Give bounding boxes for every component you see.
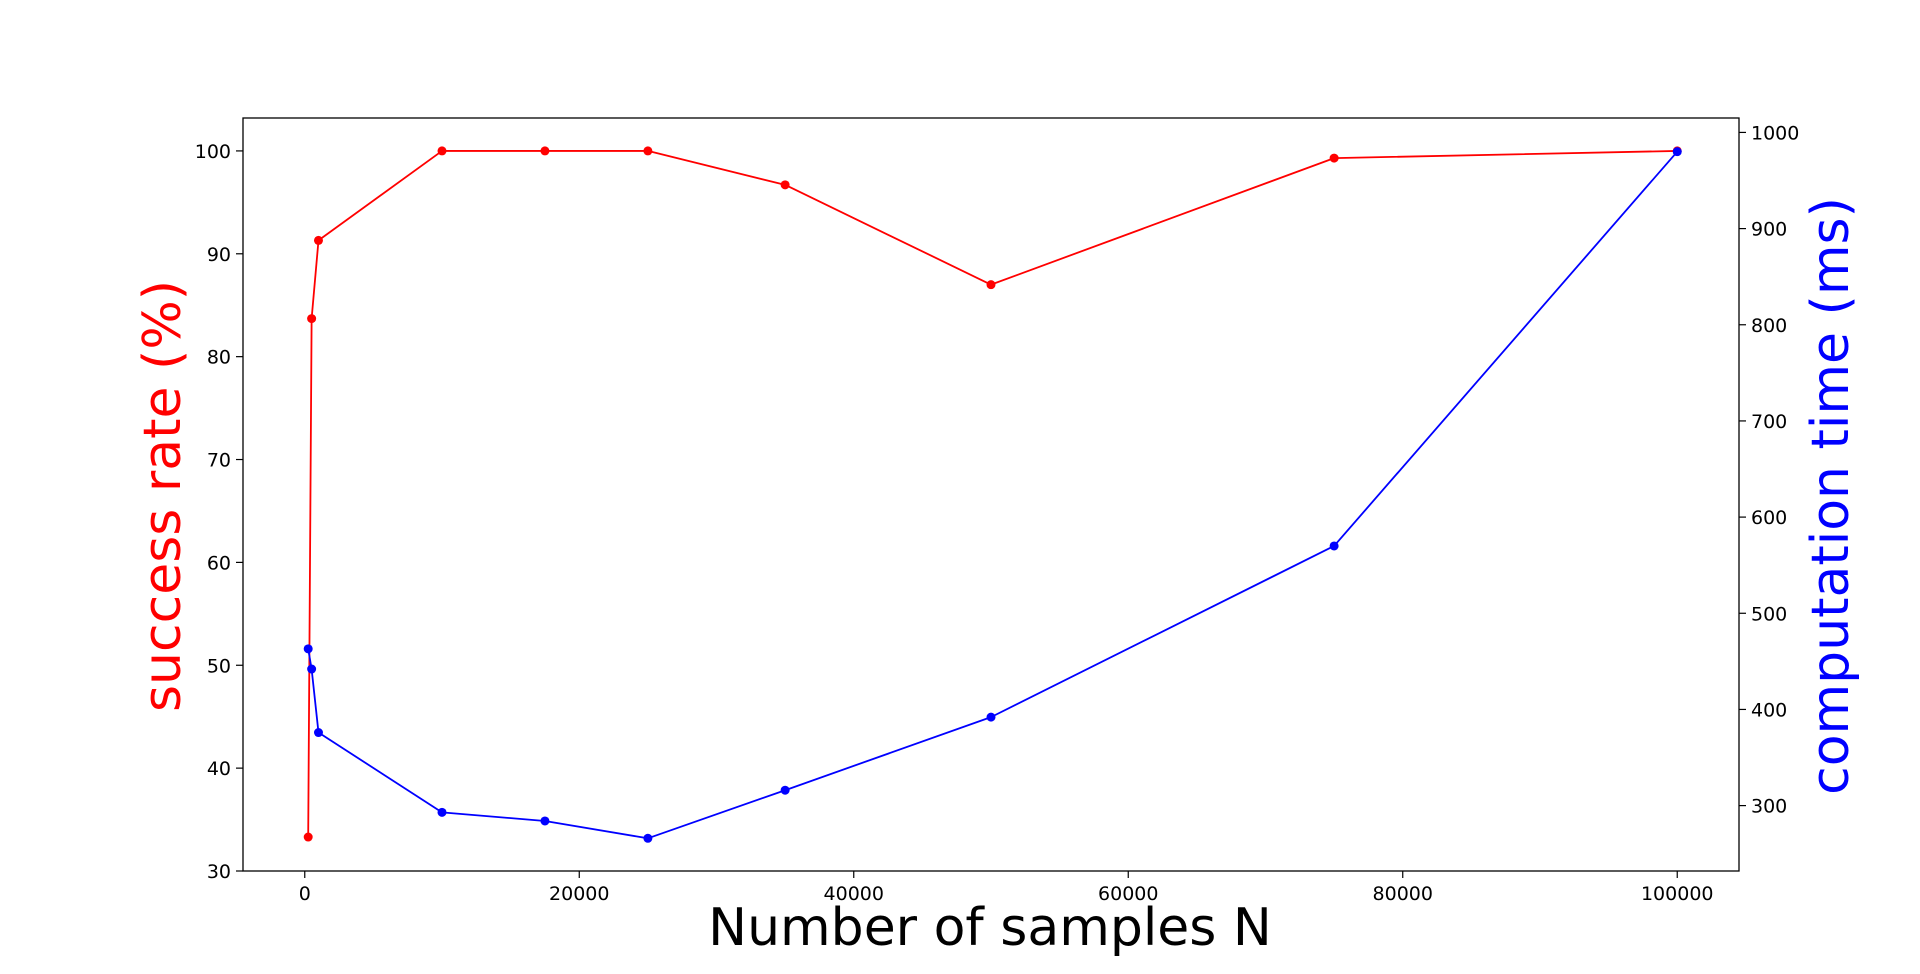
data-point	[303, 644, 313, 654]
y-right-tick-label: 1000	[1751, 122, 1799, 144]
y-left-tick-label: 90	[207, 244, 231, 266]
y-left-tick-label: 40	[207, 758, 231, 780]
series-computation-time	[303, 147, 1682, 843]
series-line	[307, 151, 1678, 840]
y-axis-label-left: success rate (%)	[133, 280, 193, 712]
y-left-tick-label: 70	[207, 450, 231, 472]
x-axis-label: Number of samples N	[708, 898, 1272, 958]
series-layer	[303, 146, 1682, 843]
data-point	[437, 807, 447, 817]
x-tick-label: 0	[299, 883, 311, 905]
series-line	[307, 150, 1678, 838]
y-right-tick-label: 400	[1751, 699, 1787, 721]
series-success-rate	[303, 146, 1682, 842]
y-right-tick-label: 500	[1751, 603, 1787, 625]
x-tick-label: 40000	[824, 883, 884, 905]
x-tick-label: 60000	[1098, 883, 1158, 905]
data-point	[780, 785, 790, 795]
data-point	[643, 833, 653, 843]
data-point	[313, 728, 323, 738]
y-axis-right: 300 400 500 600 700 800 900 1000	[1739, 122, 1799, 818]
data-point	[303, 832, 313, 842]
data-point	[307, 664, 317, 674]
y-right-tick-label: 600	[1751, 507, 1787, 529]
data-point	[540, 816, 550, 826]
x-axis: 0 20000 40000 60000 80000 100000	[299, 871, 1714, 905]
plot-frame	[242, 117, 1740, 872]
y-right-tick-label: 800	[1751, 315, 1787, 337]
data-point	[986, 280, 996, 290]
data-point	[1672, 147, 1682, 157]
data-point	[986, 712, 996, 722]
data-point	[307, 314, 317, 324]
x-tick-label: 80000	[1373, 883, 1433, 905]
y-left-tick-label: 60	[207, 552, 231, 574]
y-left-tick-label: 30	[207, 861, 231, 883]
x-tick-label: 100000	[1641, 883, 1714, 905]
y-right-tick-label: 700	[1751, 411, 1787, 433]
x-tick-label: 20000	[549, 883, 609, 905]
y-left-tick-label: 100	[195, 141, 231, 163]
data-point	[313, 235, 323, 245]
y-right-tick-label: 300	[1751, 796, 1787, 818]
y-left-tick-label: 80	[207, 347, 231, 369]
data-point	[540, 146, 550, 156]
data-point	[437, 146, 447, 156]
y-right-tick-label: 900	[1751, 219, 1787, 241]
data-point	[780, 180, 790, 190]
y-axis-left: 30 40 50 60 70 80 90 100	[195, 141, 243, 883]
data-point	[1329, 541, 1339, 551]
y-left-tick-label: 50	[207, 655, 231, 677]
data-point	[643, 146, 653, 156]
y-axis-label-right: computation time (ms)	[1801, 197, 1861, 795]
data-point	[1329, 153, 1339, 163]
